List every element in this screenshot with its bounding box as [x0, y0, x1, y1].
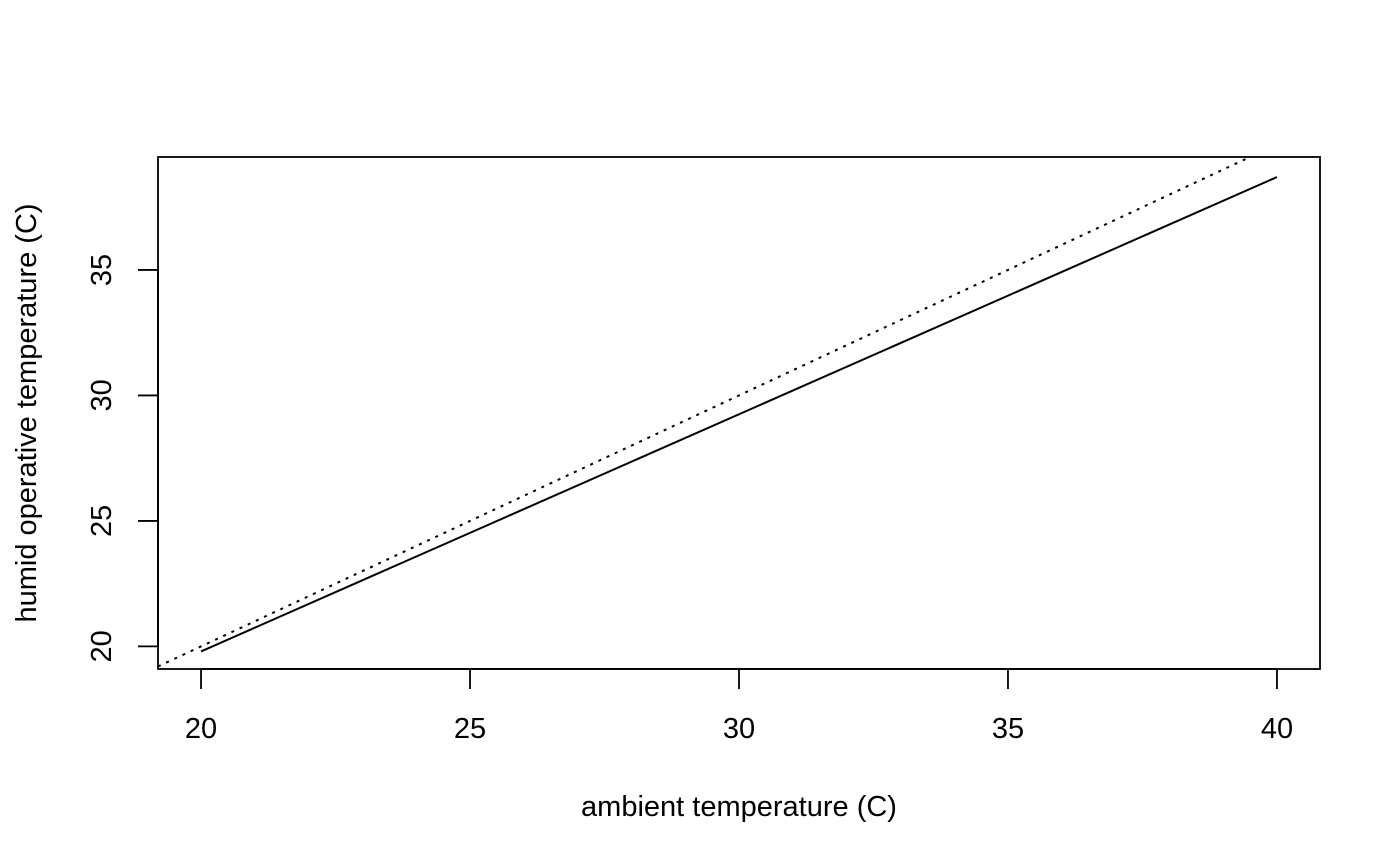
y-tick-label: 20 [86, 630, 118, 662]
series-line-dotted [158, 157, 1253, 668]
x-axis: 20 25 30 35 40 [185, 668, 1293, 745]
y-axis: 20 25 30 35 [86, 254, 159, 663]
y-tick-label: 30 [86, 379, 118, 411]
y-axis-label: humid operative temperature (C) [11, 203, 43, 622]
plot-frame [157, 156, 1321, 670]
x-axis-label: ambient temperature (C) [581, 791, 897, 823]
y-tick-label: 25 [86, 505, 118, 537]
x-tick-label: 35 [992, 713, 1024, 745]
x-tick-label: 30 [723, 713, 755, 745]
x-tick-label: 25 [454, 713, 486, 745]
series-layer [158, 157, 1278, 668]
y-tick-label: 35 [86, 254, 118, 286]
x-tick-label: 20 [185, 713, 217, 745]
series-line-solid [200, 176, 1278, 653]
x-tick-label: 40 [1261, 713, 1293, 745]
